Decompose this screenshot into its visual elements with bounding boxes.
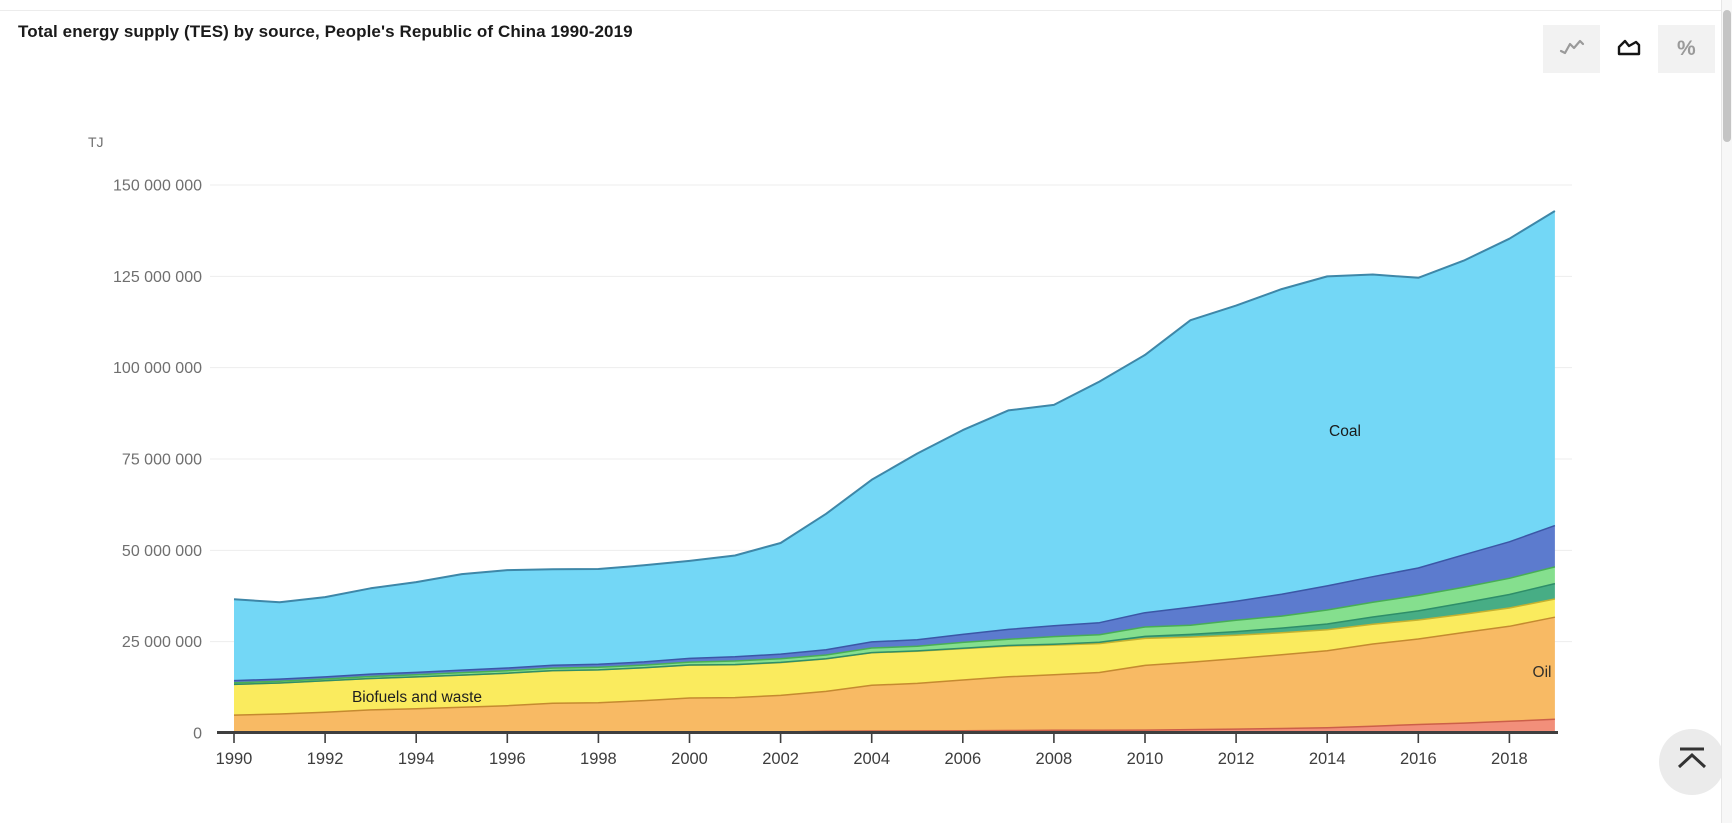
x-tick-label: 1996 bbox=[489, 750, 526, 768]
percent-icon: % bbox=[1676, 37, 1696, 60]
page-scrollbar-thumb[interactable] bbox=[1723, 10, 1731, 142]
x-tick-label: 2006 bbox=[944, 750, 981, 768]
page-title: Total energy supply (TES) by source, Peo… bbox=[18, 22, 633, 41]
y-tick-label: 50 000 000 bbox=[122, 543, 202, 560]
line-chart-icon bbox=[1559, 37, 1585, 62]
area-chart-icon bbox=[1616, 37, 1642, 62]
series-label-oil: Oil bbox=[1533, 664, 1552, 681]
page-top-divider bbox=[0, 10, 1732, 11]
x-tick-label: 2008 bbox=[1036, 750, 1073, 768]
y-axis-unit-label: TJ bbox=[88, 134, 104, 150]
x-tick-label: 2010 bbox=[1127, 750, 1164, 768]
y-tick-label: 125 000 000 bbox=[113, 269, 202, 286]
y-tick-label: 25 000 000 bbox=[122, 634, 202, 651]
series-label-biofuels-and-waste: Biofuels and waste bbox=[352, 689, 482, 706]
area-coal[interactable] bbox=[234, 211, 1555, 681]
y-tick-label: 100 000 000 bbox=[113, 360, 202, 377]
scroll-to-top-button[interactable] bbox=[1659, 729, 1725, 795]
x-tick-label: 1994 bbox=[398, 750, 435, 768]
x-tick-label: 1992 bbox=[307, 750, 344, 768]
area-oil[interactable] bbox=[234, 617, 1555, 733]
x-tick-label: 2014 bbox=[1309, 750, 1346, 768]
area-natural-gas[interactable] bbox=[234, 525, 1555, 683]
series-label-coal: Coal bbox=[1329, 423, 1361, 440]
line-view-button[interactable] bbox=[1543, 25, 1600, 73]
x-tick-label: 1998 bbox=[580, 750, 617, 768]
area-hydro[interactable] bbox=[234, 566, 1555, 685]
y-tick-label: 150 000 000 bbox=[113, 178, 202, 195]
area-boundary-natural-gas bbox=[233, 524, 1556, 682]
y-tick-label: 0 bbox=[193, 726, 202, 743]
area-view-button[interactable] bbox=[1600, 25, 1658, 73]
area-boundary-coal bbox=[233, 210, 1556, 604]
area-biofuels-and-waste[interactable] bbox=[234, 599, 1555, 716]
y-tick-label: 75 000 000 bbox=[122, 452, 202, 469]
percent-view-button[interactable]: % bbox=[1658, 25, 1715, 73]
chart-view-toolbar: % bbox=[1543, 25, 1715, 73]
page-scrollbar-track[interactable] bbox=[1721, 0, 1732, 823]
x-tick-label: 2004 bbox=[853, 750, 890, 768]
x-tick-label: 2000 bbox=[671, 750, 708, 768]
x-tick-label: 1990 bbox=[216, 750, 253, 768]
x-tick-label: 2016 bbox=[1400, 750, 1437, 768]
area-boundary-hydro bbox=[233, 566, 1556, 684]
x-tick-label: 2012 bbox=[1218, 750, 1255, 768]
area-boundary-oil bbox=[233, 616, 1556, 716]
area-boundary-wind-solar-etc bbox=[233, 582, 1556, 686]
x-tick-label: 2018 bbox=[1491, 750, 1528, 768]
scroll-to-top-icon bbox=[1673, 745, 1711, 780]
x-tick-label: 2002 bbox=[762, 750, 799, 768]
